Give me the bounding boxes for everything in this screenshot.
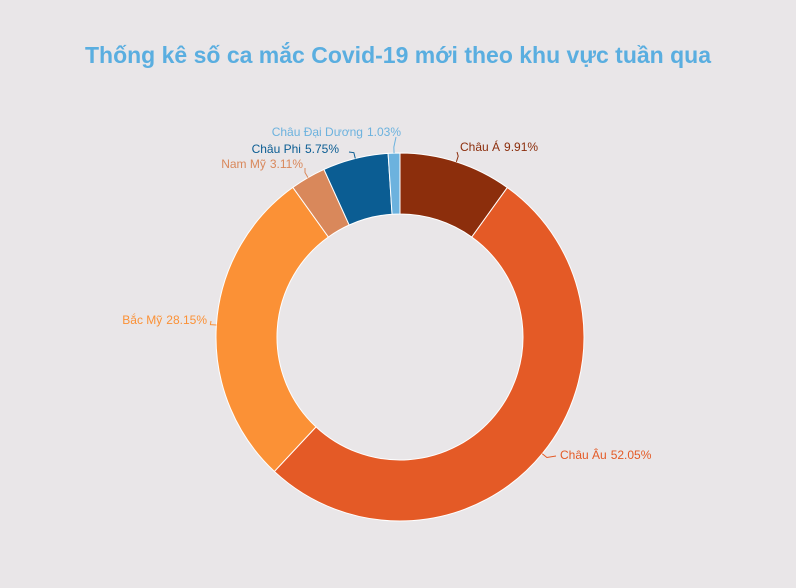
- slice-label: Bắc Mỹ 28.15%: [122, 312, 207, 327]
- slice-label: Châu Phi 5.75%: [252, 142, 340, 156]
- leader-line: [348, 151, 356, 159]
- category-label: Châu Âu: [560, 447, 607, 462]
- value-label: 52.05%: [611, 448, 652, 462]
- category-label: Nam Mỹ: [221, 157, 266, 171]
- slice-label: Châu Âu 52.05%: [560, 447, 652, 462]
- value-label: 9.91%: [504, 140, 538, 154]
- value-label: 3.11%: [270, 157, 303, 171]
- leader-line: [393, 136, 397, 154]
- slice-label: Châu Á 9.91%: [460, 139, 538, 154]
- leader-line: [209, 320, 217, 326]
- donut-slice: [215, 186, 330, 473]
- leader-line: [541, 453, 557, 459]
- chart-title: Thống kê số ca mắc Covid-19 mới theo khu…: [85, 41, 711, 68]
- category-label: Châu Á: [460, 139, 500, 154]
- donut-slice: [273, 186, 585, 522]
- slice-label: Nam Mỹ 3.11%: [221, 157, 303, 171]
- leader-line: [455, 151, 459, 162]
- donut-slice: [387, 152, 401, 215]
- category-label: Bắc Mỹ: [122, 312, 162, 327]
- slice-label: Châu Đại Dương 1.03%: [272, 125, 402, 139]
- value-label: 1.03%: [367, 125, 401, 139]
- leader-line: [304, 167, 309, 178]
- category-label: Châu Đại Dương: [272, 125, 363, 139]
- value-label: 5.75%: [305, 142, 339, 156]
- category-label: Châu Phi: [252, 142, 301, 156]
- value-label: 28.15%: [166, 313, 207, 327]
